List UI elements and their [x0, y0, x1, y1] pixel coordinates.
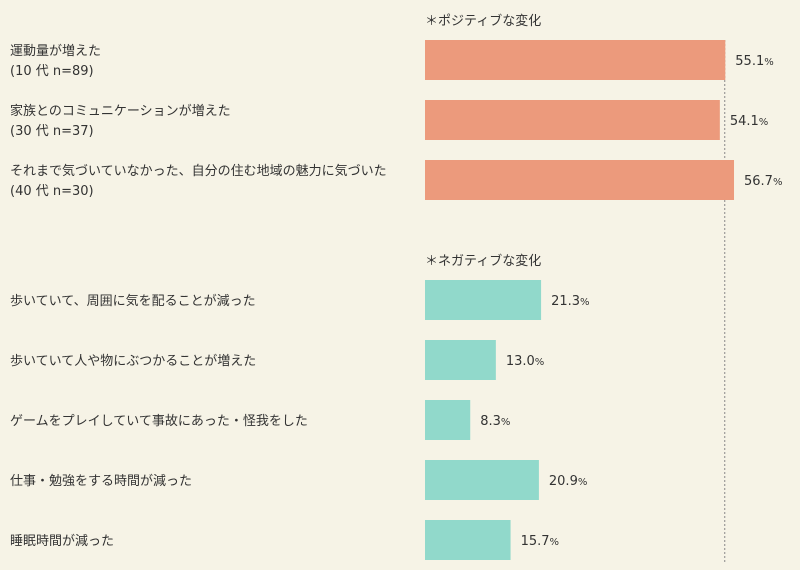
value-label: 21.3%	[551, 294, 589, 309]
value-label: 55.1%	[735, 54, 773, 69]
value-number: 21.3	[551, 294, 580, 309]
value-number: 13.0	[506, 354, 535, 369]
category-label: 仕事・勉強をする時間が減った	[10, 473, 192, 489]
value-label: 20.9%	[549, 474, 587, 489]
bar	[425, 40, 726, 80]
value-unit: %	[764, 57, 774, 68]
value-unit: %	[580, 297, 590, 308]
value-label: 13.0%	[506, 354, 544, 369]
value-label: 15.7%	[521, 534, 559, 549]
category-label: 家族とのコミュニケーションが増えた	[10, 103, 231, 119]
group-label: ＊ネガティブな変化	[425, 253, 541, 269]
bar	[425, 100, 720, 140]
category-label: 歩いていて人や物にぶつかることが増えた	[10, 354, 256, 369]
category-sublabel: (10 代 n=89)	[10, 64, 94, 79]
bar	[425, 340, 496, 380]
value-number: 8.3	[480, 414, 501, 429]
group-label: ＊ポジティブな変化	[425, 13, 541, 29]
category-label: 運動量が増えた	[10, 44, 101, 59]
value-label: 8.3%	[480, 414, 510, 429]
value-unit: %	[759, 117, 769, 128]
value-number: 55.1	[735, 54, 764, 69]
category-sublabel: (40 代 n=30)	[10, 184, 94, 199]
category-sublabel: (30 代 n=37)	[10, 124, 94, 139]
category-label: それまで気づいていなかった、自分の住む地域の魅力に気づいた	[10, 163, 387, 179]
value-unit: %	[550, 537, 560, 548]
bar	[425, 460, 539, 500]
value-unit: %	[773, 177, 783, 188]
value-unit: %	[501, 417, 511, 428]
bar	[425, 520, 511, 560]
category-label: 睡眠時間が減った	[10, 533, 114, 549]
value-number: 20.9	[549, 474, 578, 489]
category-label: ゲームをプレイしていて事故にあった・怪我をした	[10, 414, 308, 429]
value-number: 15.7	[521, 534, 550, 549]
bar	[425, 400, 471, 440]
bar	[425, 160, 735, 200]
value-unit: %	[535, 357, 545, 368]
value-number: 54.1	[730, 114, 759, 129]
value-number: 56.7	[744, 174, 773, 189]
value-unit: %	[578, 477, 588, 488]
value-label: 54.1%	[730, 114, 768, 129]
value-label: 56.7%	[744, 174, 782, 189]
bar	[425, 280, 542, 320]
category-label: 歩いていて、周囲に気を配ることが減った	[10, 293, 256, 309]
